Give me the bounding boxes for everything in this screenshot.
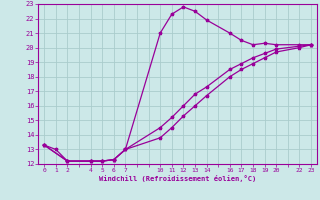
X-axis label: Windchill (Refroidissement éolien,°C): Windchill (Refroidissement éolien,°C) (99, 175, 256, 182)
